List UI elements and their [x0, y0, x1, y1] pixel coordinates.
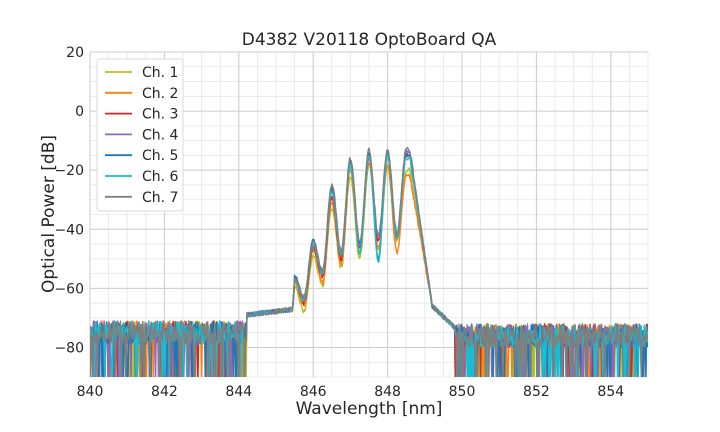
legend-entry-label: Ch. 2: [142, 86, 178, 102]
x-tick-label: 854: [597, 384, 624, 400]
x-tick-label: 842: [151, 384, 178, 400]
chart-title: D4382 V20118 OptoBoard QA: [242, 30, 497, 50]
legend: Ch. 1 Ch. 2 Ch. 3 Ch. 4 Ch. 5 Ch. 6 Ch. 7: [97, 59, 183, 211]
x-tick-label: 852: [523, 384, 550, 400]
y-axis-label: Optical Power [dB]: [39, 135, 59, 293]
x-axis-label: Wavelength [nm]: [296, 399, 443, 419]
x-tick-label: 848: [374, 384, 401, 400]
x-tick-label: 846: [300, 384, 327, 400]
legend-entry-label: Ch. 6: [142, 169, 179, 185]
legend-entry-label: Ch. 3: [142, 107, 178, 123]
y-tick-label: −80: [54, 340, 84, 356]
x-tick-label: 850: [449, 384, 476, 400]
y-tick-label: 20: [66, 45, 84, 61]
legend-entry-label: Ch. 1: [142, 65, 178, 81]
x-tick-label: 840: [77, 384, 104, 400]
y-tick-label: 0: [75, 104, 84, 120]
legend-entry-label: Ch. 4: [142, 127, 179, 143]
legend-entry-label: Ch. 5: [142, 148, 178, 164]
x-tick-label: 844: [225, 384, 252, 400]
legend-entry-label: Ch. 7: [142, 190, 178, 206]
